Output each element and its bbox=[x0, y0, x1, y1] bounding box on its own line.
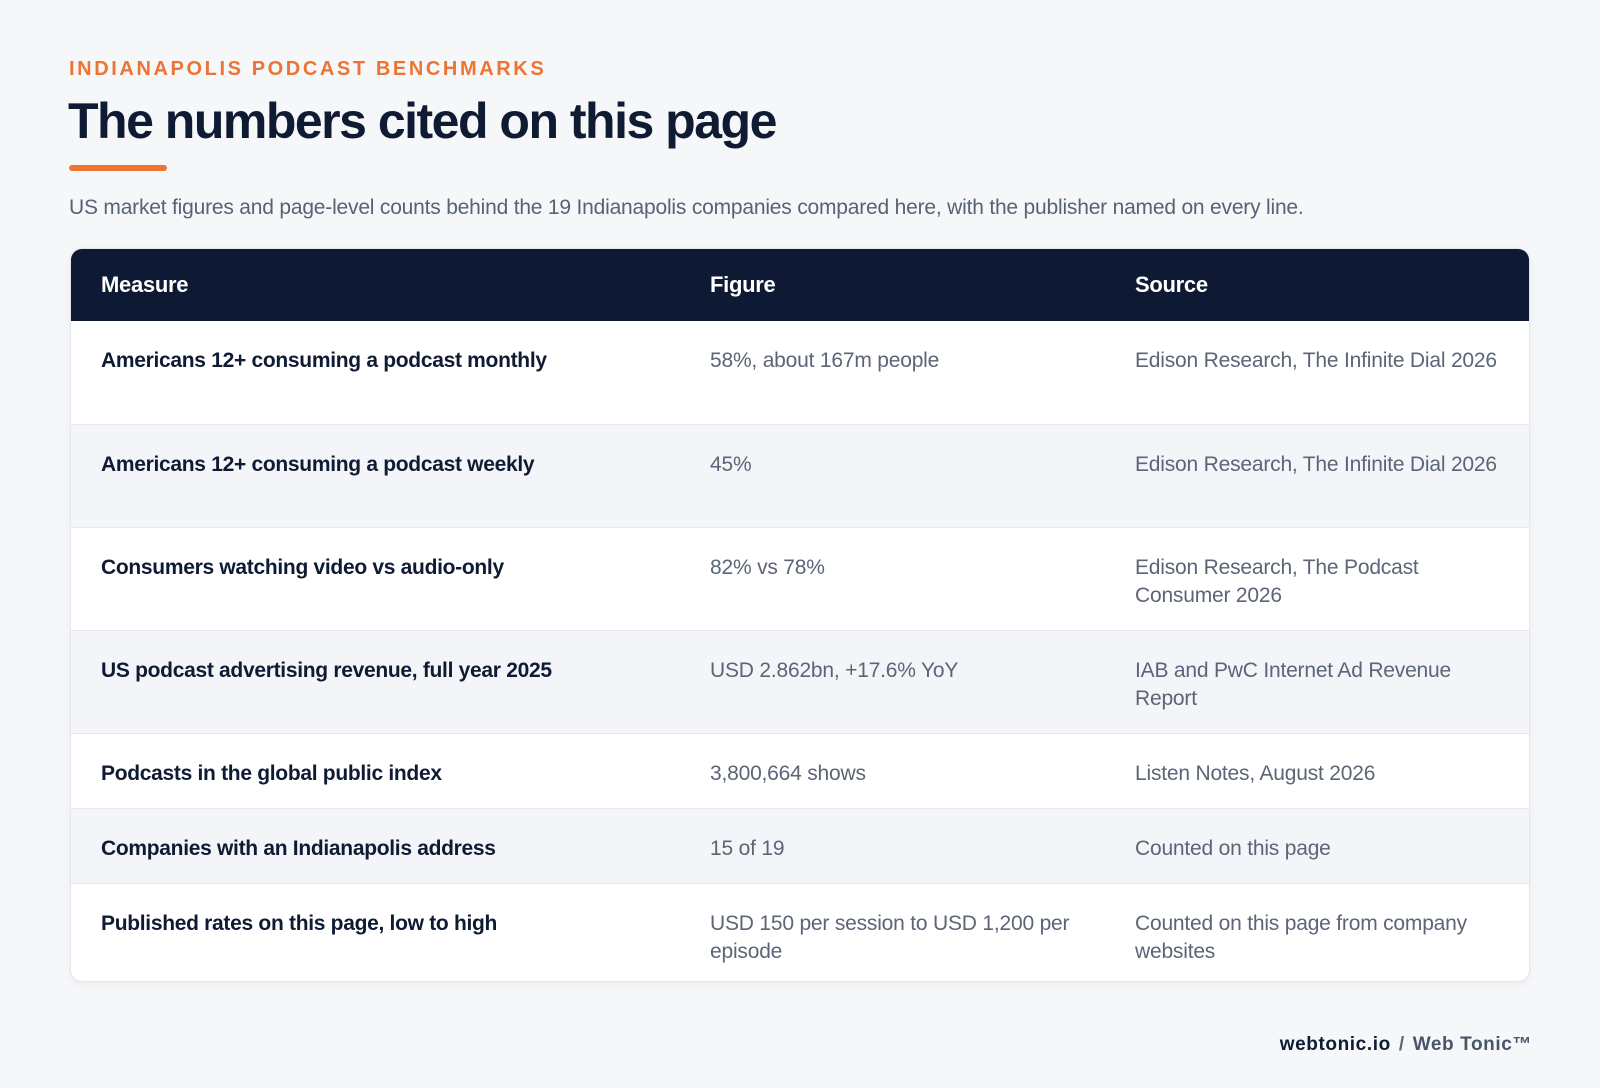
source-cell: Edison Research, The Podcast Consumer 20… bbox=[1135, 555, 1419, 607]
column-header-measure: Measure bbox=[101, 272, 189, 297]
eyebrow-label: INDIANAPOLIS PODCAST BENCHMARKS bbox=[69, 58, 547, 80]
source-cell: Edison Research, The Infinite Dial 2026 bbox=[1135, 452, 1497, 476]
table-header: Measure Figure Source bbox=[71, 249, 1529, 321]
source-cell: Edison Research, The Infinite Dial 2026 bbox=[1135, 349, 1497, 372]
figure-cell: USD 2.862bn, +17.6% YoY bbox=[710, 658, 959, 682]
measure-cell: Companies with an Indianapolis address bbox=[101, 836, 496, 860]
benchmarks-table: Measure Figure Source Americans 12+ cons… bbox=[71, 249, 1529, 981]
measure-cell: Published rates on this page, low to hig… bbox=[101, 911, 498, 935]
measure-cell: Podcasts in the global public index bbox=[101, 761, 442, 785]
figure-cell: 3,800,664 shows bbox=[710, 761, 866, 785]
footer-credit: webtonic.io / Web Tonic™ bbox=[1280, 1034, 1532, 1056]
table-row: Americans 12+ consuming a podcast monthl… bbox=[71, 321, 1529, 424]
table-row: Podcasts in the global public index 3,80… bbox=[71, 733, 1529, 808]
title-underline bbox=[69, 165, 167, 171]
table-row: Published rates on this page, low to hig… bbox=[71, 883, 1529, 981]
source-cell: Counted on this page bbox=[1135, 836, 1331, 860]
figure-cell: 15 of 19 bbox=[710, 836, 785, 860]
page-title: The numbers cited on this page bbox=[68, 93, 777, 149]
footer-brand: Web Tonic™ bbox=[1412, 1034, 1532, 1055]
footer-separator: / bbox=[1398, 1034, 1405, 1055]
page-subtitle: US market figures and page-level counts … bbox=[69, 196, 1304, 219]
column-header-figure: Figure bbox=[710, 272, 776, 297]
measure-cell: Consumers watching video vs audio-only bbox=[101, 555, 504, 579]
table-row: Companies with an Indianapolis address 1… bbox=[71, 808, 1529, 883]
figure-cell: 58%, about 167m people bbox=[710, 349, 940, 372]
table-row: Consumers watching video vs audio-only 8… bbox=[71, 527, 1529, 630]
footer-site: webtonic.io bbox=[1279, 1034, 1391, 1055]
source-cell: IAB and PwC Internet Ad Revenue Report bbox=[1135, 658, 1451, 710]
figure-cell: 82% vs 78% bbox=[710, 555, 825, 579]
benchmarks-table-card: Measure Figure Source Americans 12+ cons… bbox=[70, 248, 1530, 982]
source-cell: Counted on this page from company websit… bbox=[1135, 911, 1467, 963]
measure-cell: US podcast advertising revenue, full yea… bbox=[101, 658, 552, 682]
measure-cell: Americans 12+ consuming a podcast monthl… bbox=[101, 349, 547, 372]
figure-cell: USD 150 per session to USD 1,200 per epi… bbox=[710, 911, 1070, 963]
table-row: US podcast advertising revenue, full yea… bbox=[71, 630, 1529, 733]
source-cell: Listen Notes, August 2026 bbox=[1135, 761, 1376, 785]
table-row: Americans 12+ consuming a podcast weekly… bbox=[71, 424, 1529, 527]
column-header-source: Source bbox=[1135, 272, 1208, 297]
measure-cell: Americans 12+ consuming a podcast weekly bbox=[101, 452, 535, 476]
figure-cell: 45% bbox=[710, 452, 752, 476]
